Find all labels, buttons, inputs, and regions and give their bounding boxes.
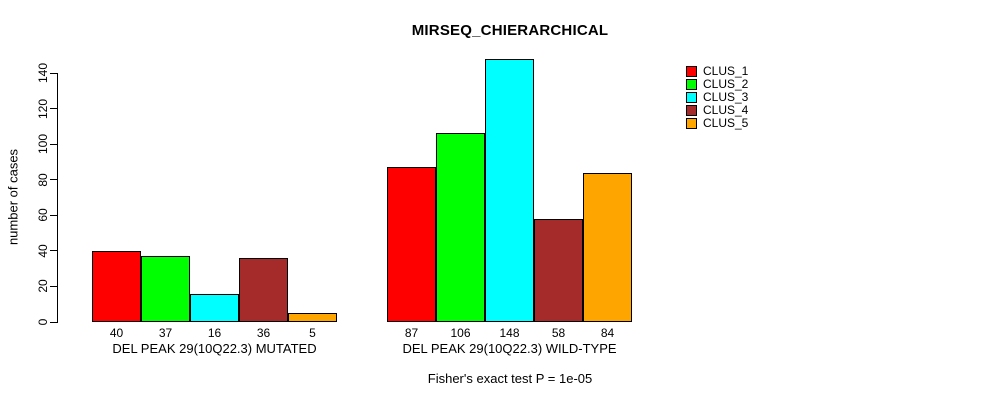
y-tick-mark: [50, 214, 57, 216]
y-tick-label: 60: [36, 208, 50, 222]
group-label: DEL PEAK 29(10Q22.3) WILD-TYPE: [402, 341, 617, 356]
bar-clus_1-group1: [92, 250, 141, 322]
bar-value-label: 84: [600, 326, 615, 340]
legend-swatch-clus_1: [686, 66, 697, 77]
legend: CLUS_1 CLUS_2 CLUS_3 CLUS_4 CLUS_5: [686, 65, 748, 130]
bar-value-label: 37: [158, 326, 173, 340]
y-tick-label: 0: [36, 318, 50, 326]
bar-value-label: 5: [309, 326, 316, 340]
bar-value-label: 16: [207, 326, 222, 340]
legend-entry-clus_5: CLUS_5: [686, 117, 748, 130]
y-tick-mark: [50, 250, 57, 252]
y-tick-label: 120: [36, 98, 50, 119]
bar-clus_3-group1: [190, 293, 239, 322]
legend-swatch-clus_2: [686, 79, 697, 90]
bar-value-label: 58: [551, 326, 566, 340]
bar-clus_3-group2: [485, 58, 534, 322]
group-label: DEL PEAK 29(10Q22.3) MUTATED: [112, 341, 317, 356]
legend-label: CLUS_4: [703, 103, 749, 117]
bar-clus_1-group2: [387, 167, 436, 322]
y-tick-label: 80: [36, 173, 50, 187]
bar-value-label: 87: [404, 326, 419, 340]
legend-entry-clus_1: CLUS_1: [686, 65, 748, 78]
y-tick-label: 140: [36, 62, 50, 84]
y-tick-label: 40: [36, 244, 50, 258]
bar-clus_5-group1: [288, 313, 337, 322]
footer-note: Fisher's exact test P = 1e-05: [427, 371, 593, 386]
y-tick-mark: [50, 179, 57, 181]
legend-label: CLUS_3: [703, 90, 749, 104]
bar-clus_4-group1: [239, 257, 288, 322]
y-axis-label: number of cases: [5, 148, 21, 246]
bar-clus_2-group2: [436, 133, 485, 322]
bar-clus_5-group2: [583, 172, 632, 322]
legend-label: CLUS_1: [703, 64, 749, 78]
legend-label: CLUS_2: [703, 77, 749, 91]
y-tick-mark: [50, 285, 57, 287]
y-tick-mark: [50, 143, 57, 145]
y-axis-line: [57, 73, 58, 323]
legend-swatch-clus_3: [686, 92, 697, 103]
legend-entry-clus_4: CLUS_4: [686, 104, 748, 117]
legend-entry-clus_3: CLUS_3: [686, 91, 748, 104]
legend-swatch-clus_4: [686, 105, 697, 116]
chart-title: MIRSEQ_CHIERARCHICAL: [411, 22, 609, 39]
legend-swatch-clus_5: [686, 118, 697, 129]
y-tick-label: 100: [36, 134, 50, 155]
bar-value-label: 148: [499, 326, 520, 340]
bar-value-label: 36: [256, 326, 271, 340]
legend-label: CLUS_5: [703, 116, 749, 130]
y-tick-label: 20: [36, 279, 50, 294]
bar-clus_2-group1: [141, 256, 190, 322]
y-tick-mark: [50, 321, 57, 323]
y-tick-mark: [50, 108, 57, 110]
legend-entry-clus_2: CLUS_2: [686, 78, 748, 91]
bar-value-label: 106: [450, 326, 471, 340]
bar-value-label: 40: [109, 326, 124, 340]
y-tick-mark: [50, 72, 57, 74]
bar-clus_4-group2: [534, 218, 583, 322]
